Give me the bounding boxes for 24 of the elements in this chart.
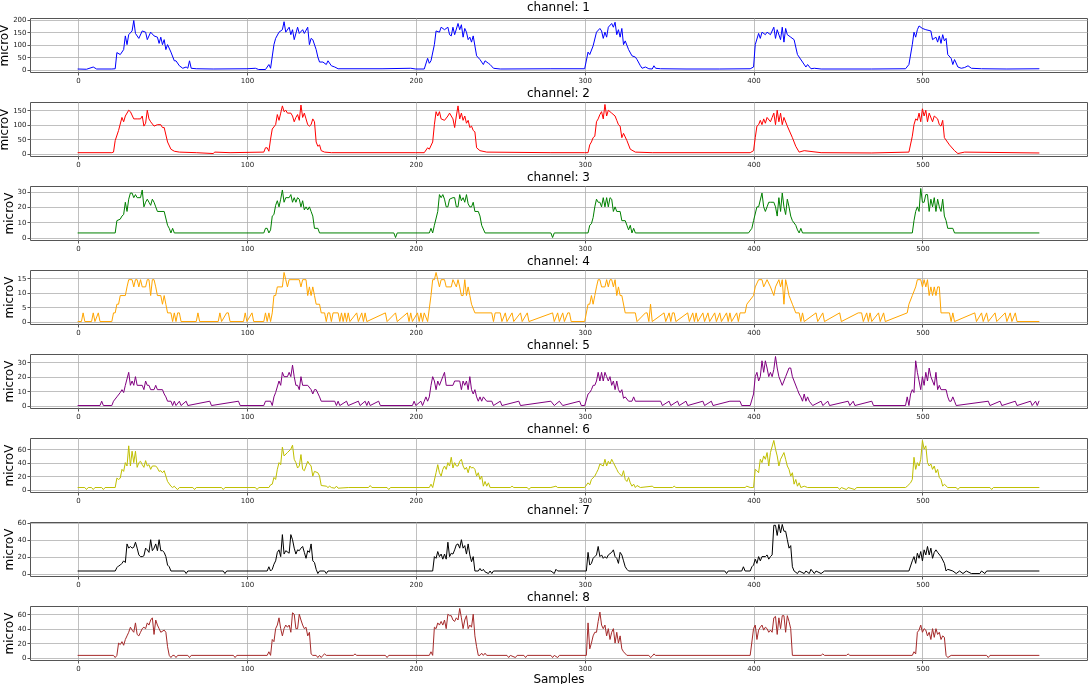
line-series [77,103,1040,155]
chart-title: channel: 8 [527,590,590,604]
line-series [77,439,1040,491]
line-series [77,355,1040,407]
line-series [77,19,1040,71]
y-axis-title: microV [1,359,16,403]
chart-title: channel: 4 [527,254,590,268]
chart-title: channel: 3 [527,170,590,184]
y-axis-title: microV [1,527,16,571]
y-axis-title: microV [0,23,12,67]
y-axis-title: microV [1,443,16,487]
y-axis-title: microV [0,107,12,151]
y-axis-title: microV [1,611,16,655]
chart-title: channel: 5 [527,338,590,352]
y-axis-title: microV [1,191,16,235]
y-axis-title: microV [1,275,16,319]
chart-title: channel: 1 [527,0,590,14]
chart-title: channel: 7 [527,502,590,517]
line-series [77,271,1040,323]
chart-title: channel: 6 [527,422,590,436]
line-series [77,523,1040,575]
chart-title: channel: 2 [527,86,590,100]
line-series [77,187,1040,239]
line-series [77,607,1040,659]
